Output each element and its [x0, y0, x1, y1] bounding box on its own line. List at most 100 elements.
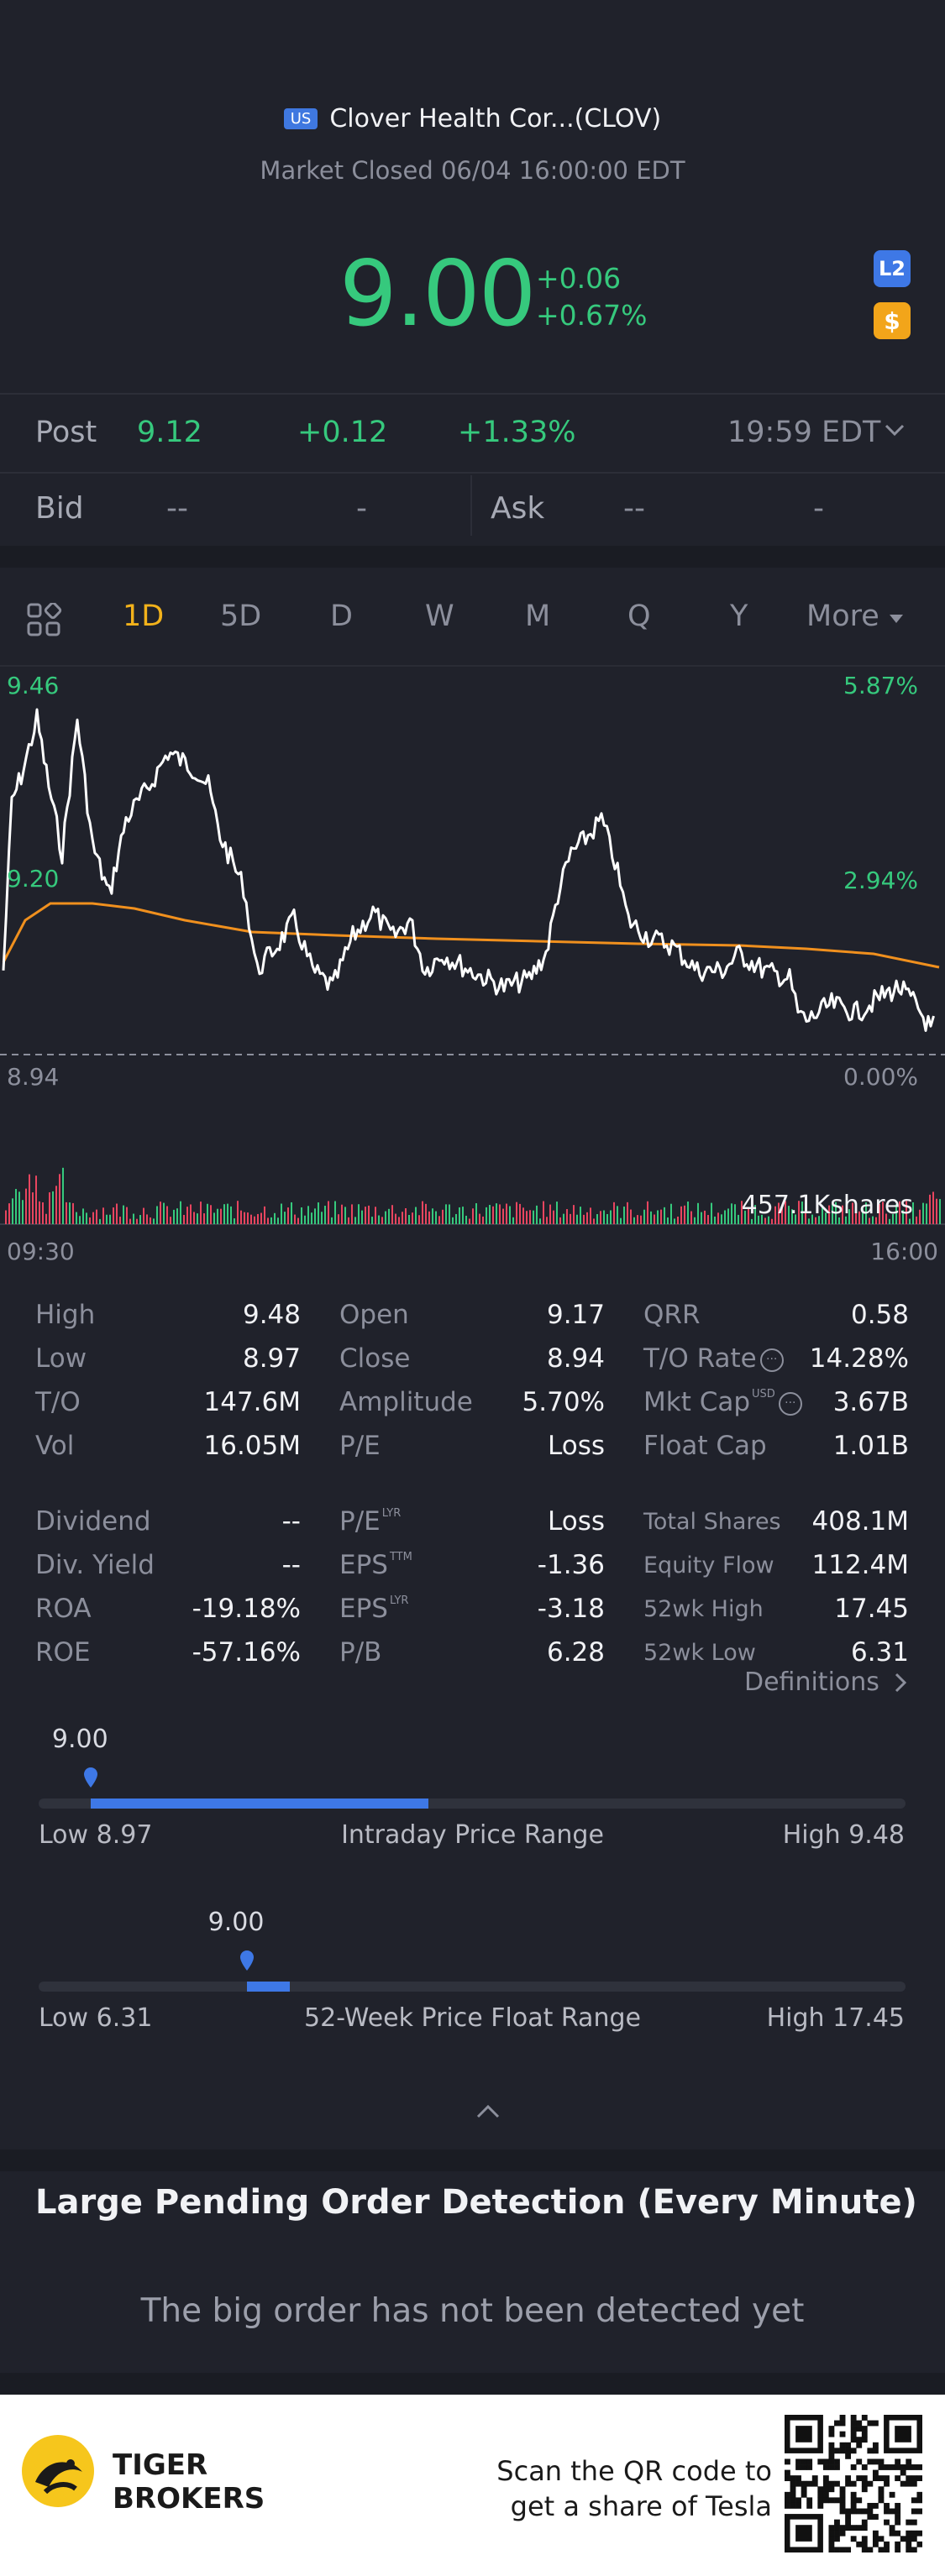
volume-bar	[936, 1198, 937, 1224]
stat-value: 6.31	[850, 1637, 909, 1668]
definitions-link[interactable]: Definitions	[744, 1668, 907, 1697]
intraday-current-price: 9.00	[51, 1725, 108, 1754]
volume-bar	[307, 1206, 309, 1224]
chevron-down-icon[interactable]	[884, 422, 906, 439]
volume-bar	[432, 1208, 433, 1224]
volume-bar	[499, 1204, 501, 1224]
volume-bar	[321, 1212, 323, 1224]
volume-bar	[774, 1206, 776, 1224]
volume-bar	[297, 1217, 299, 1224]
volume-bar	[311, 1212, 312, 1224]
volume-bar	[133, 1213, 134, 1224]
volume-bar	[738, 1214, 739, 1224]
volume-bar	[18, 1191, 20, 1224]
stat-label: ROA	[35, 1594, 92, 1624]
volume-bar	[378, 1215, 380, 1224]
volume-bar	[274, 1212, 276, 1224]
layout-grid-icon[interactable]	[27, 603, 62, 638]
pending-order-message: The big order has not been detected yet	[140, 2292, 805, 2330]
price-line	[2, 708, 935, 1032]
volume-bar	[371, 1217, 373, 1224]
tab-y[interactable]: Y	[730, 599, 748, 633]
volume-bar	[32, 1192, 34, 1224]
volume-bar	[166, 1206, 168, 1224]
stat-value: 8.94	[546, 1343, 605, 1374]
y-bot-right: 0.00%	[843, 1063, 918, 1091]
time-start: 09:30	[7, 1238, 75, 1265]
volume-bar	[200, 1202, 202, 1224]
volume-bar	[136, 1218, 138, 1224]
volume-bar	[240, 1210, 242, 1224]
y-top-right: 5.87%	[843, 672, 918, 699]
volume-bars	[5, 1167, 941, 1224]
volume-bar	[788, 1206, 790, 1224]
volume-bar	[156, 1206, 158, 1224]
volume-bar	[838, 1217, 840, 1224]
stat-value: --	[281, 1550, 301, 1580]
tab-q[interactable]: Q	[627, 599, 651, 633]
volume-bar	[496, 1203, 497, 1224]
volume-bar	[902, 1210, 904, 1224]
intraday-chart[interactable]: 9.46 9.20 8.94 5.87% 2.94% 0.00% 457.1Ks…	[0, 668, 945, 1273]
volume-bar	[647, 1201, 648, 1224]
volume-bar	[153, 1218, 155, 1224]
stat-label: Total Shares	[643, 1509, 781, 1535]
volume-bar	[912, 1202, 914, 1224]
volume-bar	[139, 1215, 141, 1224]
volume-bar	[348, 1217, 349, 1224]
stat-value: 147.6M	[203, 1387, 302, 1417]
info-icon[interactable]: ···	[759, 1348, 784, 1372]
volume-bar	[465, 1215, 467, 1224]
stat-value: Loss	[548, 1431, 605, 1461]
chevron-up-icon[interactable]	[475, 2102, 501, 2119]
volume-bar	[72, 1202, 74, 1224]
volume-bar	[667, 1217, 669, 1224]
promo-banner[interactable]: TIGER BROKERS Scan the QR code to get a …	[0, 2395, 945, 2576]
volume-bar	[338, 1214, 339, 1224]
volume-bar	[42, 1202, 44, 1224]
volume-bar	[385, 1211, 386, 1224]
info-icon[interactable]: ···	[778, 1391, 802, 1416]
dollar-icon[interactable]: $	[874, 302, 911, 339]
stat-label: ROE	[35, 1637, 91, 1668]
stat-label: P/E	[339, 1431, 381, 1461]
volume-bar	[163, 1202, 165, 1224]
volume-bar	[254, 1216, 255, 1224]
volume-bar	[472, 1208, 474, 1224]
volume-bar	[771, 1218, 773, 1224]
volume-bar	[69, 1202, 71, 1224]
post-market-row[interactable]: Post 9.12 +0.12 +1.33% 19:59 EDT	[0, 416, 945, 453]
level2-icon[interactable]: L2	[874, 250, 911, 287]
tab-m[interactable]: M	[525, 599, 551, 633]
intraday-range: 9.00 Low 8.97 Intraday Price Range High …	[0, 1721, 945, 1856]
volume-bar	[610, 1210, 612, 1224]
tab-d[interactable]: D	[330, 599, 353, 633]
volume-bar	[260, 1212, 262, 1224]
qr-code-icon[interactable]	[785, 2415, 922, 2552]
volume-bar	[442, 1209, 444, 1224]
tab-more[interactable]: More	[806, 599, 879, 633]
volume-bar	[664, 1207, 665, 1224]
volume-bar	[449, 1204, 450, 1224]
tab-w[interactable]: W	[425, 599, 454, 633]
tab-5d[interactable]: 5D	[220, 599, 262, 633]
volume-bar	[852, 1202, 853, 1224]
tab-1d[interactable]: 1D	[123, 599, 165, 633]
volume-bar	[882, 1202, 884, 1224]
volume-bar	[351, 1204, 353, 1224]
volume-bar	[412, 1212, 413, 1224]
volume-bar	[479, 1213, 480, 1224]
volume-bar	[657, 1210, 659, 1224]
caret-down-icon[interactable]	[889, 613, 904, 625]
post-time: 19:59 EDT	[727, 416, 881, 449]
volume-bar	[879, 1203, 880, 1224]
week52-current-price: 9.00	[207, 1908, 265, 1937]
volume-bar	[264, 1206, 265, 1224]
volume-bar	[795, 1214, 796, 1224]
stat-label: Close	[339, 1343, 411, 1374]
post-price: 9.12	[137, 416, 202, 449]
volume-bar	[341, 1204, 343, 1224]
volume-bar	[365, 1207, 366, 1224]
volume-bar	[516, 1202, 517, 1224]
price-change-pct: +0.67%	[536, 299, 648, 332]
